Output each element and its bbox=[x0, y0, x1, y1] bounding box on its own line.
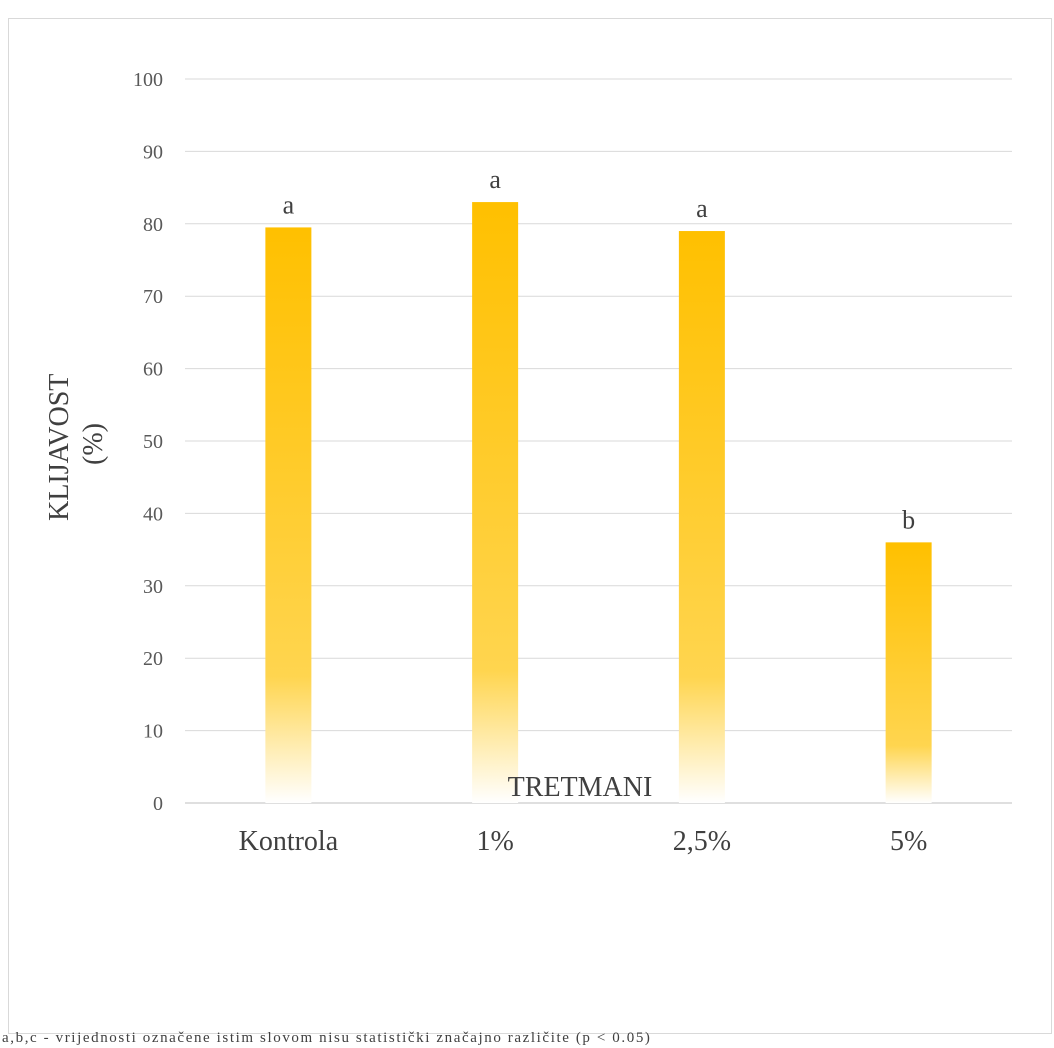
y-axis-title: KLIJAVOST (%) bbox=[44, 367, 109, 521]
data-labels: a a a b bbox=[283, 165, 916, 534]
bar bbox=[678, 231, 725, 804]
bar bbox=[885, 542, 932, 803]
data-label: a bbox=[283, 190, 295, 219]
y-axis-title-line-2: (%) bbox=[78, 423, 109, 465]
bar bbox=[472, 202, 519, 803]
bar bbox=[265, 227, 312, 804]
y-tick-label: 70 bbox=[143, 286, 163, 308]
category-label: 1% bbox=[476, 826, 513, 857]
chart-frame bbox=[8, 18, 1052, 1034]
data-label: a bbox=[489, 165, 501, 194]
y-tick-label: 40 bbox=[143, 503, 163, 525]
data-label: b bbox=[902, 505, 915, 534]
x-axis-title: TRETMANI bbox=[508, 772, 653, 803]
y-tick-label: 20 bbox=[143, 648, 163, 670]
data-label: a bbox=[696, 194, 708, 223]
y-tick-label: 60 bbox=[143, 359, 163, 381]
y-tick-label: 0 bbox=[153, 793, 163, 815]
y-tick-label: 80 bbox=[143, 214, 163, 236]
y-tick-label: 100 bbox=[133, 69, 163, 91]
category-label: Kontrola bbox=[239, 826, 339, 857]
x-axis-ticks: Kontrola 1% 2,5% 5% bbox=[239, 826, 928, 857]
y-tick-label: 10 bbox=[143, 721, 163, 743]
category-label: 2,5% bbox=[673, 826, 731, 857]
y-axis-title-line-1: KLIJAVOST bbox=[44, 374, 75, 521]
y-tick-label: 50 bbox=[143, 431, 163, 453]
y-tick-label: 90 bbox=[143, 141, 163, 163]
footnote: a,b,c - vrijednosti označene istim slovo… bbox=[2, 1030, 652, 1046]
y-axis-ticks: 0 10 20 30 40 50 60 70 80 90 100 bbox=[133, 69, 163, 815]
bars bbox=[265, 202, 932, 804]
category-label: 5% bbox=[890, 826, 927, 857]
gridlines bbox=[185, 78, 1012, 804]
y-tick-label: 30 bbox=[143, 576, 163, 598]
